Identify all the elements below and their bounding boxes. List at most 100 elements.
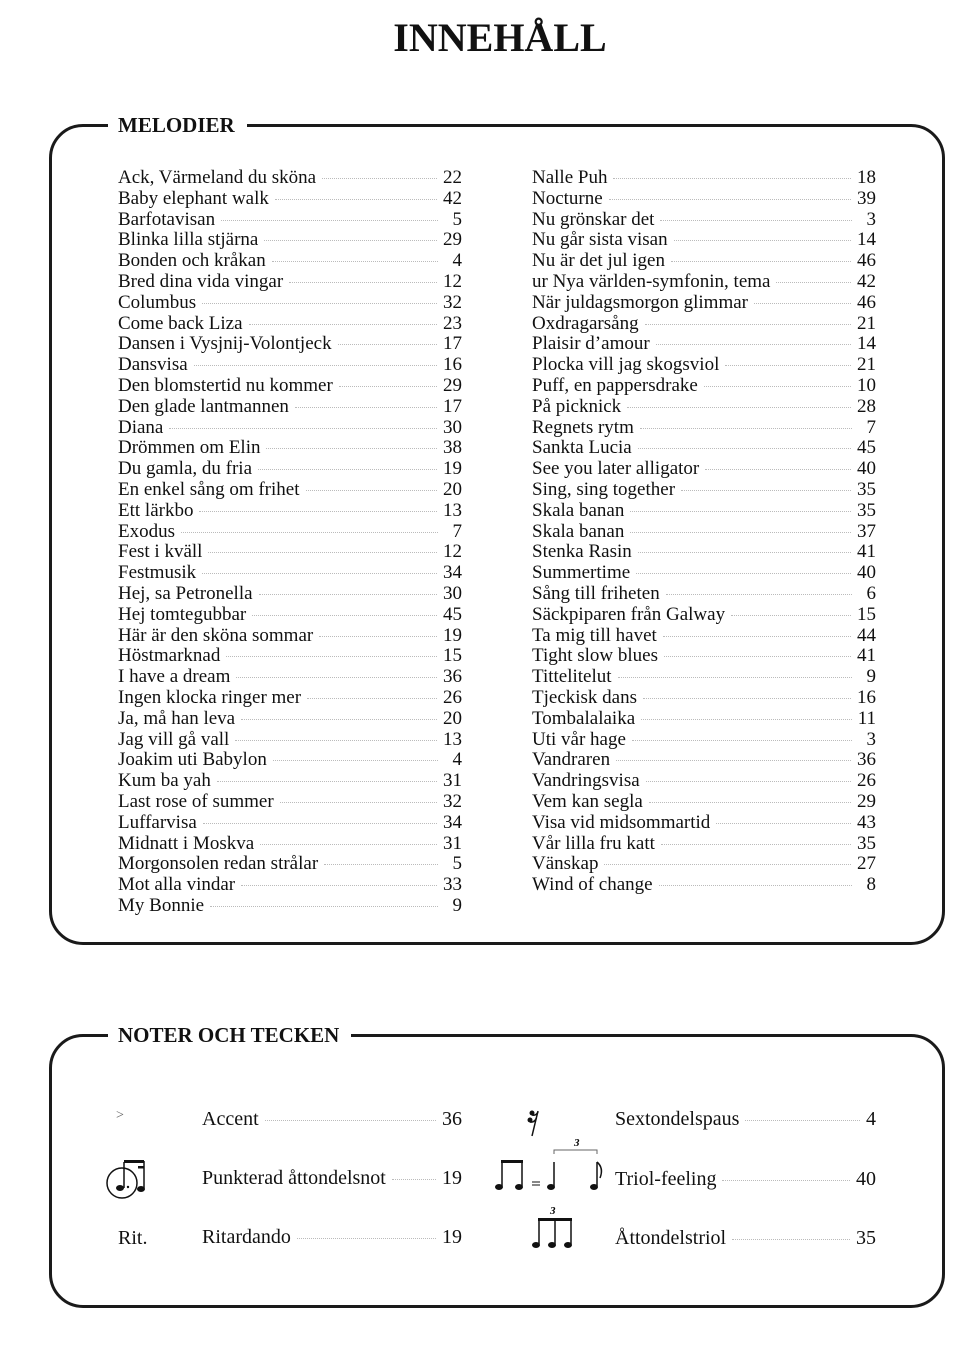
toc-entry[interactable]: Ta mig till havet 44 (532, 625, 876, 647)
toc-entry[interactable]: Ingen klocka ringer mer 26 (118, 687, 462, 709)
toc-entry[interactable]: Den blomstertid nu kommer 29 (118, 375, 462, 397)
song-title: En enkel sång om frihet (118, 478, 300, 500)
toc-entry[interactable]: Exodus 7 (118, 520, 462, 543)
noter-item[interactable]: Accent 36 (202, 1108, 462, 1131)
toc-entry[interactable]: Tittelitelut 9 (532, 666, 876, 688)
toc-entry[interactable]: Du gamla, du fria 19 (118, 458, 462, 480)
toc-entry[interactable]: Festmusik 34 (118, 562, 462, 584)
toc-entry[interactable]: Säckpiparen från Galway 15 (532, 604, 876, 626)
toc-entry[interactable]: Morgonsolen redan strålar 5 (118, 853, 462, 875)
toc-entry[interactable]: Ack, Värmeland du sköna 22 (118, 167, 462, 189)
toc-entry[interactable]: Vänskap 27 (532, 853, 876, 875)
toc-entry[interactable]: Ja, må han leva 20 (118, 708, 462, 730)
noter-item[interactable]: Ritardando 19 (202, 1226, 462, 1249)
toc-entry[interactable]: Den glade lantmannen 17 (118, 395, 462, 418)
toc-entry[interactable]: Mot alla vindar 33 (118, 874, 462, 896)
dot-leader (616, 760, 851, 762)
toc-entry[interactable]: Dansen i Vysjnij-Volontjeck 17 (118, 334, 462, 355)
toc-entry[interactable]: Regnets rytm 7 (532, 416, 876, 439)
toc-entry[interactable]: Bonden och kråkan 4 (118, 250, 462, 272)
toc-entry[interactable]: Joakim uti Babylon 4 (118, 750, 462, 771)
toc-entry[interactable]: Vem kan segla 29 (532, 791, 876, 813)
toc-entry[interactable]: Ett lärkbo 13 (118, 500, 462, 522)
toc-entry[interactable]: Nu grönskar det 3 (532, 209, 876, 231)
toc-entry[interactable]: Come back Liza 23 (118, 312, 462, 335)
toc-entry[interactable]: Vandringsvisa 26 (532, 770, 876, 792)
noter-label: Triol-feeling (615, 1168, 717, 1190)
toc-entry[interactable]: Här är den sköna sommar 19 (118, 625, 462, 647)
song-title: Regnets rytm (532, 416, 634, 438)
toc-entry[interactable]: Luffarvisa 34 (118, 812, 462, 834)
toc-entry[interactable]: Last rose of summer 32 (118, 791, 462, 813)
toc-entry[interactable]: Jag vill gå vall 13 (118, 729, 462, 751)
triplet-number: 3 (549, 1205, 556, 1217)
song-title: Stenka Rasin (532, 541, 632, 563)
noter-item[interactable]: Sextondelspaus 4 (615, 1108, 876, 1131)
page-number: 4 (452, 749, 463, 771)
toc-entry[interactable]: Visa vid midsommartid 43 (532, 812, 876, 834)
toc-entry[interactable]: See you later alligator 40 (532, 458, 876, 480)
toc-entry[interactable]: Blinka lilla stjärna 29 (118, 230, 462, 251)
toc-entry[interactable]: Plocka vill jag skogsviol 21 (532, 354, 876, 376)
dot-leader (319, 635, 437, 637)
toc-entry[interactable]: Skala banan 37 (532, 521, 876, 543)
toc-entry[interactable]: Skala banan 35 (532, 500, 876, 522)
toc-entry[interactable]: Nalle Puh 18 (532, 167, 876, 189)
noter-item[interactable]: Triol-feeling 40 (615, 1168, 876, 1191)
toc-entry[interactable]: När juldagsmorgon glimmar 46 (532, 291, 876, 314)
toc-entry[interactable]: Tight slow blues 41 (532, 646, 876, 667)
noter-item[interactable]: Punkterad åttondelsnot 19 (202, 1167, 462, 1190)
page-number: 21 (857, 312, 876, 334)
toc-entry[interactable]: Fest i kväll 12 (118, 542, 462, 563)
toc-entry[interactable]: Summertime 40 (532, 562, 876, 584)
toc-entry[interactable]: Höstmarknad 15 (118, 646, 462, 667)
toc-entry[interactable]: En enkel sång om frihet 20 (118, 478, 462, 501)
toc-entry[interactable]: Nu är det jul igen 46 (532, 250, 876, 272)
toc-entry[interactable]: Baby elephant walk 42 (118, 188, 462, 210)
toc-entry[interactable]: Columbus 32 (118, 292, 462, 314)
toc-entry[interactable]: Nu går sista visan 14 (532, 230, 876, 251)
dot-leader (264, 1120, 436, 1121)
song-title: Höstmarknad (118, 645, 221, 667)
toc-entry[interactable]: I have a dream 36 (118, 666, 462, 688)
noter-item[interactable]: Åttondelstriol 35 (615, 1227, 876, 1250)
toc-entry[interactable]: Oxdragarsång 21 (532, 312, 876, 335)
noter-label: Ritardando (202, 1226, 291, 1248)
toc-entry[interactable]: På picknick 28 (532, 395, 876, 418)
toc-entry[interactable]: My Bonnie 9 (118, 895, 462, 917)
toc-entry[interactable]: Bred dina vida vingar 12 (118, 271, 462, 293)
song-title: När juldagsmorgon glimmar (532, 291, 749, 313)
toc-entry[interactable]: Vandraren 36 (532, 750, 876, 771)
toc-entry[interactable]: Tjeckisk dans 16 (532, 687, 876, 709)
dot-leader (221, 219, 438, 221)
toc-entry[interactable]: Dansvisa 16 (118, 354, 462, 376)
toc-entry[interactable]: Diana 30 (118, 416, 462, 439)
song-title: På picknick (532, 395, 622, 417)
dot-leader (289, 281, 437, 283)
toc-entry[interactable]: Hej tomtegubbar 45 (118, 604, 462, 626)
song-title: Vandringsvisa (532, 770, 640, 792)
sixteenth-rest-icon (527, 1110, 539, 1137)
toc-entry[interactable]: Plaisir d’amour 14 (532, 334, 876, 355)
toc-entry[interactable]: Uti vår hage 3 (532, 729, 876, 751)
song-title: Plaisir d’amour (532, 333, 650, 355)
toc-entry[interactable]: Wind of change 8 (532, 874, 876, 896)
toc-entry[interactable]: ur Nya världen-symfonin, tema 42 (532, 271, 876, 293)
toc-entry[interactable]: Hej, sa Petronella 30 (118, 583, 462, 605)
toc-entry[interactable]: Tombalalaika 11 (532, 708, 876, 730)
toc-entry[interactable]: Vår lilla fru katt 35 (532, 833, 876, 855)
toc-entry[interactable]: Sing, sing together 35 (532, 479, 876, 501)
song-title: Come back Liza (118, 312, 243, 334)
toc-entry[interactable]: Drömmen om Elin 38 (118, 438, 462, 459)
toc-entry[interactable]: Sankta Lucia 45 (532, 438, 876, 459)
page-number: 17 (443, 395, 462, 417)
toc-entry[interactable]: Kum ba yah 31 (118, 770, 462, 792)
toc-entry[interactable]: Nocturne 39 (532, 188, 876, 210)
toc-entry[interactable]: Stenka Rasin 41 (532, 542, 876, 563)
toc-entry[interactable]: Sång till friheten 6 (532, 583, 876, 605)
song-title: Diana (118, 416, 164, 438)
toc-entry[interactable]: Barfotavisan 5 (118, 209, 462, 231)
song-title: Exodus (118, 520, 175, 542)
toc-entry[interactable]: Midnatt i Moskva 31 (118, 833, 462, 855)
toc-entry[interactable]: Puff, en pappersdrake 10 (532, 375, 876, 397)
